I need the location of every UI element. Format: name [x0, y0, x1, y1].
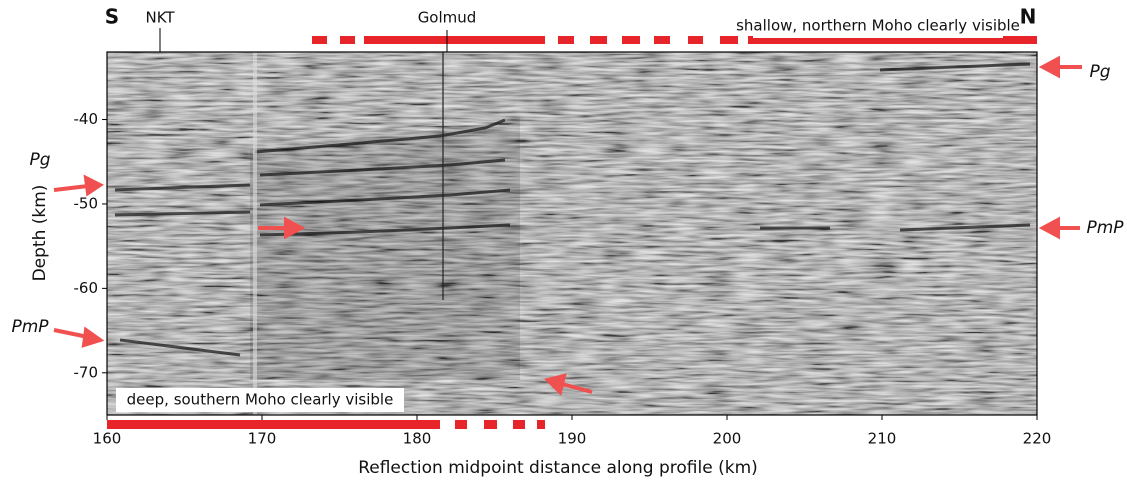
coverage-bars: [107, 36, 1037, 429]
annotation: Pg: [29, 150, 50, 170]
y-tick-label: -40: [74, 110, 99, 128]
arrows: [53, 55, 1082, 396]
x-tick-label: 200: [713, 430, 742, 448]
y-axis-label: Depth (km): [30, 185, 50, 282]
label-box: [753, 16, 1003, 38]
x-tick-label: 170: [248, 430, 277, 448]
annotation: S: [105, 5, 119, 29]
annotation: shallow, northern Moho clearly visible: [736, 17, 1020, 35]
annotation: Pg: [1089, 62, 1110, 82]
annotation: NKT: [145, 9, 175, 27]
seismic-image: [107, 52, 1037, 415]
annotation: deep, southern Moho clearly visible: [127, 391, 394, 409]
x-tick-label: 220: [1023, 430, 1052, 448]
y-tick-label: -50: [74, 194, 99, 212]
annotation: PmP: [1086, 218, 1124, 238]
x-tick-label: 180: [403, 430, 432, 448]
y-tick-label: -70: [74, 363, 99, 381]
x-tick-label: 160: [93, 430, 122, 448]
x-tick-label: 210: [868, 430, 897, 448]
label-box: [116, 388, 404, 412]
x-axis-label: Reflection midpoint distance along profi…: [358, 458, 758, 478]
x-tick-label: 190: [558, 430, 587, 448]
y-tick-label: -60: [74, 279, 99, 297]
annotation: PmP: [11, 317, 49, 337]
annotation: Golmud: [418, 9, 477, 27]
annotation: N: [1020, 5, 1037, 29]
